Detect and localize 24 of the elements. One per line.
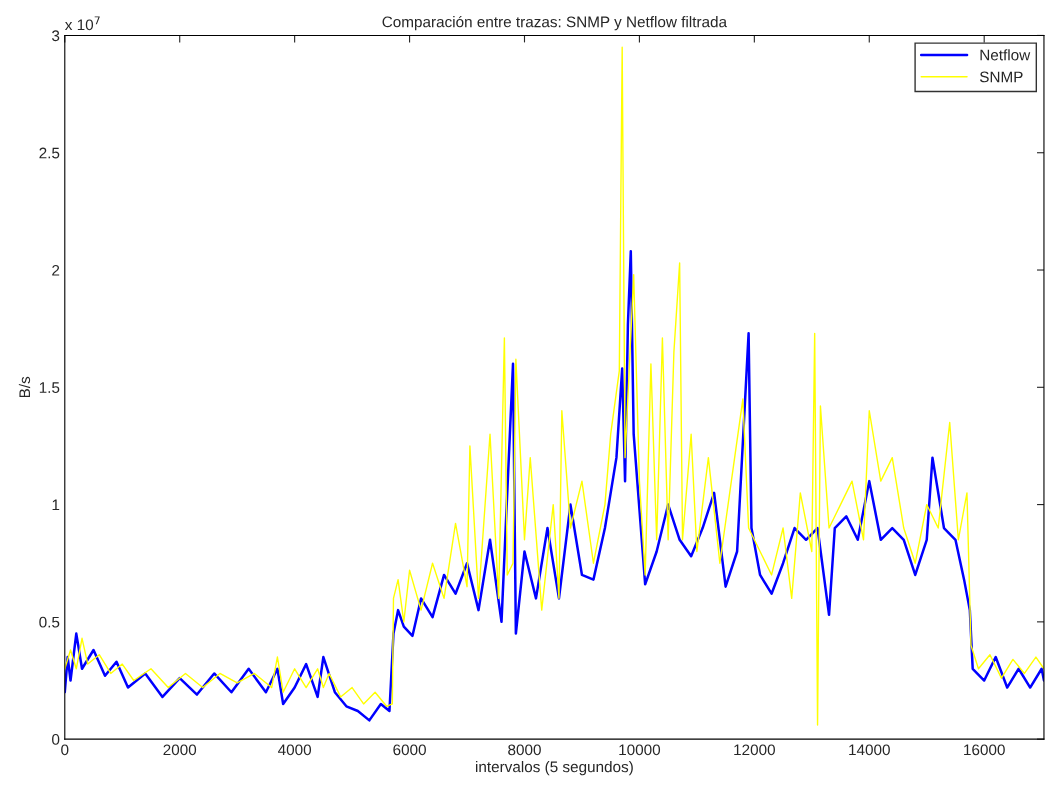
line-series <box>64 250 1044 722</box>
x-tick-label: 0 <box>61 744 69 756</box>
x-tick-label: 6000 <box>393 744 426 756</box>
y-tick-label: 1.5 <box>39 382 60 393</box>
x-tick-label: 16000 <box>964 744 1005 756</box>
text: x 10$^{7}$ <box>64 16 100 31</box>
y-tick-label: 2.5 <box>39 147 60 159</box>
y-tick-label: 0.5 <box>39 616 60 628</box>
y-tick-label: 2 <box>52 264 60 276</box>
y-tick-label: 0 <box>52 734 60 745</box>
legend-label: Netflow <box>980 49 1031 61</box>
x-tick-label: 10000 <box>619 744 661 756</box>
chart-title: Comparación entre trazas: SNMP y Netflow filtrada <box>382 15 728 31</box>
x-tick-label: 14000 <box>849 744 890 756</box>
legend-label: SNMP <box>979 71 1023 83</box>
x-axis-title: intervalos (5 segundos) <box>476 761 633 776</box>
x-tick-label: 2000 <box>163 744 197 756</box>
y-tick-label: 1 <box>52 499 60 511</box>
line-series <box>64 46 1044 726</box>
y-tick-label: 3 <box>52 30 60 42</box>
x-tick-label: 12000 <box>734 744 775 756</box>
y-axis-title: B/s <box>18 376 31 398</box>
x-tick-label: 4000 <box>278 744 312 756</box>
x-tick-label: 8000 <box>508 744 541 756</box>
